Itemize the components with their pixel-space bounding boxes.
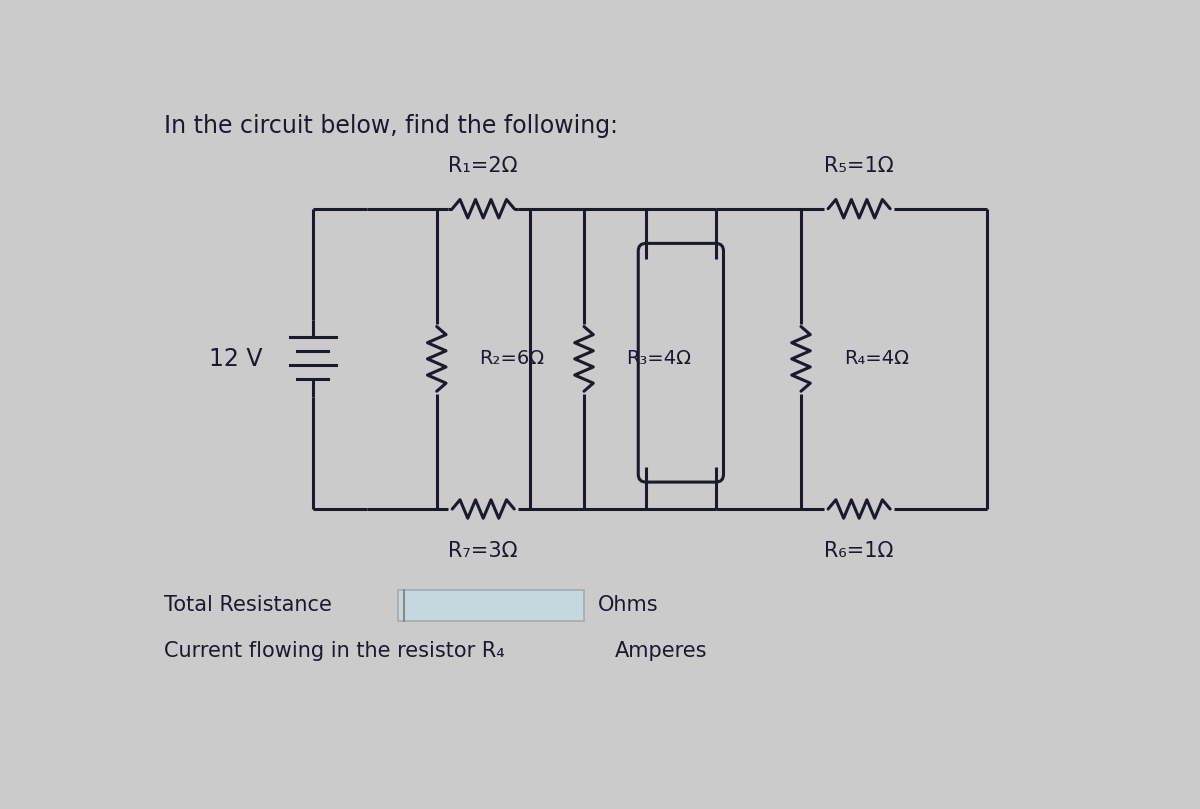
Text: R₁=2Ω: R₁=2Ω [449, 156, 518, 176]
FancyBboxPatch shape [398, 590, 584, 621]
Text: R₆=1Ω: R₆=1Ω [824, 541, 894, 561]
Text: R₅=1Ω: R₅=1Ω [824, 156, 894, 176]
Text: Ohms: Ohms [598, 595, 659, 616]
Text: In the circuit below, find the following:: In the circuit below, find the following… [164, 114, 618, 138]
Text: Amperes: Amperes [616, 642, 708, 662]
Text: 12 V: 12 V [209, 347, 263, 371]
Text: R₂=6Ω: R₂=6Ω [479, 349, 545, 368]
Text: R₃=4Ω: R₃=4Ω [626, 349, 691, 368]
Text: R₄=4Ω: R₄=4Ω [844, 349, 908, 368]
Text: R₇=3Ω: R₇=3Ω [449, 541, 518, 561]
Text: Total Resistance: Total Resistance [164, 595, 332, 616]
Text: Current flowing in the resistor R₄: Current flowing in the resistor R₄ [164, 642, 504, 662]
